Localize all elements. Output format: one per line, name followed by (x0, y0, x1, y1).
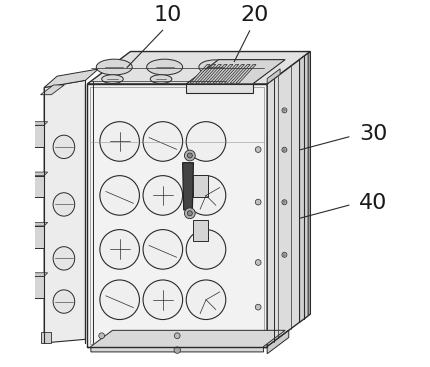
Circle shape (186, 122, 226, 161)
Polygon shape (25, 172, 48, 176)
Circle shape (187, 211, 192, 216)
Circle shape (143, 122, 183, 161)
Polygon shape (25, 276, 44, 298)
Circle shape (282, 200, 287, 205)
Circle shape (184, 150, 195, 161)
Circle shape (100, 280, 139, 320)
Circle shape (143, 230, 183, 269)
Polygon shape (183, 163, 194, 210)
Polygon shape (186, 84, 253, 93)
Ellipse shape (53, 135, 75, 159)
Ellipse shape (53, 290, 75, 313)
Circle shape (99, 333, 104, 339)
Polygon shape (267, 69, 280, 84)
Circle shape (174, 347, 181, 353)
Polygon shape (224, 65, 245, 83)
Polygon shape (87, 84, 267, 346)
Polygon shape (25, 273, 48, 276)
Circle shape (184, 208, 195, 219)
Polygon shape (207, 65, 227, 83)
Text: 40: 40 (359, 193, 387, 212)
Polygon shape (267, 330, 289, 354)
Circle shape (100, 230, 139, 269)
Polygon shape (25, 226, 44, 248)
Polygon shape (190, 65, 210, 83)
Circle shape (186, 280, 226, 320)
Ellipse shape (147, 59, 183, 75)
Circle shape (143, 280, 183, 320)
Circle shape (100, 122, 139, 161)
Polygon shape (25, 122, 48, 125)
Circle shape (282, 147, 287, 152)
Circle shape (282, 252, 287, 257)
Circle shape (186, 230, 226, 269)
Polygon shape (213, 65, 233, 83)
Polygon shape (25, 222, 48, 226)
Text: 20: 20 (240, 4, 269, 25)
Polygon shape (236, 65, 256, 83)
Circle shape (143, 176, 183, 215)
Polygon shape (40, 85, 64, 95)
Polygon shape (267, 51, 310, 346)
Polygon shape (87, 51, 310, 84)
Circle shape (282, 108, 287, 113)
Polygon shape (186, 59, 285, 84)
Text: 30: 30 (359, 124, 387, 144)
Ellipse shape (96, 59, 132, 75)
Polygon shape (25, 176, 44, 197)
Polygon shape (196, 65, 216, 83)
Polygon shape (25, 125, 44, 147)
Circle shape (255, 199, 261, 205)
Polygon shape (40, 332, 51, 343)
Polygon shape (300, 53, 308, 322)
Ellipse shape (101, 75, 123, 83)
Text: 10: 10 (154, 4, 182, 25)
Polygon shape (44, 80, 86, 343)
Ellipse shape (150, 75, 172, 83)
Circle shape (255, 304, 261, 310)
Polygon shape (218, 65, 239, 83)
Circle shape (255, 147, 261, 152)
Polygon shape (201, 65, 221, 83)
Ellipse shape (53, 247, 75, 270)
Ellipse shape (199, 60, 231, 74)
Circle shape (187, 153, 192, 158)
Circle shape (255, 259, 261, 265)
Bar (194, 175, 208, 197)
Circle shape (100, 176, 139, 215)
Circle shape (186, 176, 226, 215)
Polygon shape (91, 330, 285, 352)
Circle shape (174, 333, 180, 339)
Polygon shape (230, 65, 250, 83)
Bar (194, 220, 208, 241)
Polygon shape (44, 69, 98, 87)
Ellipse shape (53, 193, 75, 216)
